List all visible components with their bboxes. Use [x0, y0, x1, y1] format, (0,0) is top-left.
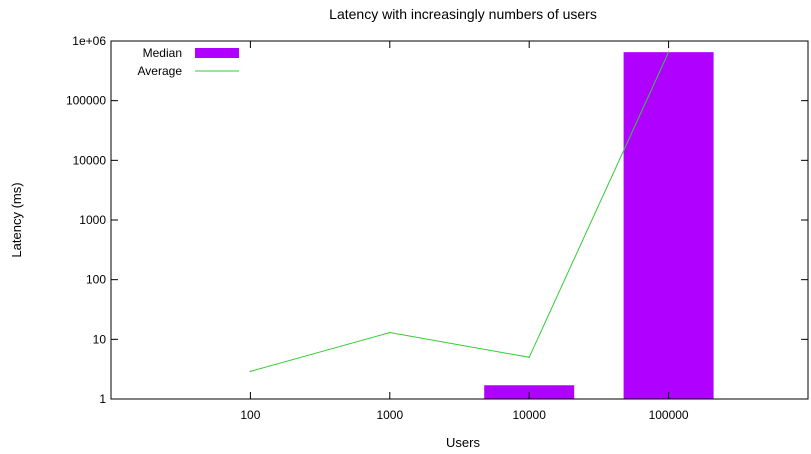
legend: Median Average: [138, 46, 239, 78]
chart-title: Latency with increasingly numbers of use…: [329, 6, 597, 22]
average-point-100: [249, 370, 252, 373]
x-axis-label: Users: [446, 435, 480, 450]
x-tick-label: 1000: [376, 408, 403, 422]
axis-ticks: 1 10 100 1000 10000 100000 1e+06 100 1000 10000 10…: [66, 34, 808, 422]
average-point-10000: [528, 356, 530, 359]
plot-marks: [249, 51, 714, 399]
legend-label-median: Median: [143, 46, 182, 60]
y-tick-label: 1: [99, 392, 106, 406]
average-point-1000: [389, 331, 391, 334]
average-point-100000: [667, 51, 670, 53]
x-tick-label: 10000: [513, 408, 547, 422]
y-tick-label: 100: [86, 273, 106, 287]
legend-label-average: Average: [138, 64, 183, 78]
legend-swatch-median: [195, 48, 239, 58]
x-tick-label: 100: [240, 408, 260, 422]
average-line: [250, 51, 670, 372]
y-tick-label: 10: [93, 332, 107, 346]
median-bar-100000: [623, 52, 714, 399]
y-axis-label: Latency (ms): [9, 182, 24, 257]
y-tick-label: 10000: [73, 153, 107, 167]
y-tick-label: 1000: [79, 213, 106, 227]
y-tick-label: 1e+06: [72, 34, 106, 48]
x-tick-label: 100000: [649, 408, 689, 422]
y-tick-label: 100000: [66, 94, 106, 108]
